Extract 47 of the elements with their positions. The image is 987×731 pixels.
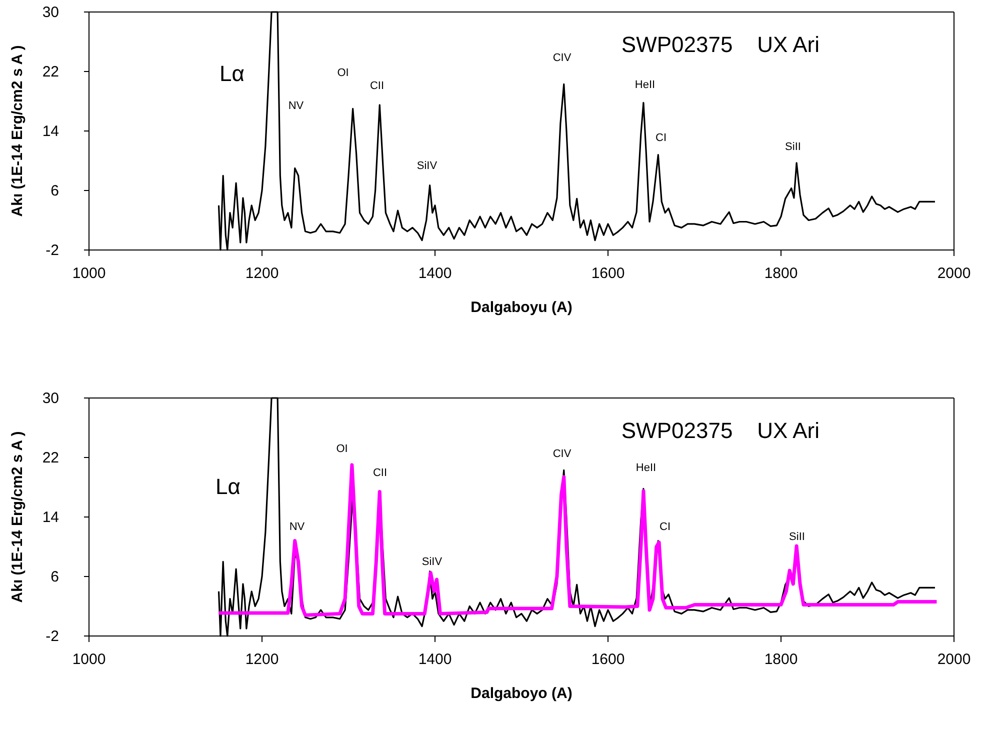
annotation: CI xyxy=(656,132,666,144)
x-tick-label: 1200 xyxy=(245,265,279,282)
y-tick-label: 22 xyxy=(42,450,59,466)
x-tick-label: 1600 xyxy=(591,265,625,282)
y-tick-label: 30 xyxy=(42,390,59,407)
x-tick-label: 1200 xyxy=(245,651,279,668)
y-tick-label: 6 xyxy=(50,568,59,586)
annotation: OI xyxy=(337,66,349,79)
annotation: HeII xyxy=(634,78,656,91)
y-axis-title: Akı (1E-14 Erg/cm2 s A ) xyxy=(9,45,26,217)
y-tick-label: 30 xyxy=(42,4,59,21)
x-tick-label: 1800 xyxy=(764,651,798,668)
annotation: OI xyxy=(336,442,348,455)
annotation: HeII xyxy=(636,462,656,474)
annotation: NV xyxy=(289,520,306,533)
annotation: SiII xyxy=(785,140,801,153)
x-axis-title: Dalgaboyo (A) xyxy=(470,685,572,702)
annotation: SiIV xyxy=(422,556,443,568)
x-tick-label: 1800 xyxy=(764,265,798,282)
annotation: CIV xyxy=(552,52,572,64)
y-tick-label: 14 xyxy=(42,123,59,140)
annotation: SiII xyxy=(789,530,805,543)
x-tick-label: 1000 xyxy=(72,651,106,668)
y-tick-label: -2 xyxy=(46,628,59,645)
text: SWP02375 UX Ari xyxy=(621,418,820,443)
annotation: CII xyxy=(370,80,384,92)
y-axis-title: Akı (1E-14 Erg/cm2 s A ) xyxy=(9,431,26,603)
y-tick-label: -2 xyxy=(46,242,59,259)
y-tick-label: 14 xyxy=(42,509,59,526)
x-tick-label: 1000 xyxy=(72,265,106,282)
annotation: Lα xyxy=(216,474,241,499)
text: SWP02375 UX Ari xyxy=(621,32,820,57)
line-series xyxy=(217,463,938,617)
annotation: NV xyxy=(288,100,304,112)
y-tick-label: 6 xyxy=(50,182,59,200)
annotation: SiIV xyxy=(416,160,438,172)
x-axis-title: Dalgaboyu (A) xyxy=(470,299,572,316)
annotation: Lα xyxy=(220,60,245,86)
y-tick-label: 22 xyxy=(42,64,59,80)
x-tick-label: 1600 xyxy=(591,651,625,668)
annotation: CI xyxy=(660,520,670,533)
x-tick-label: 2000 xyxy=(937,265,971,282)
x-tick-label: 2000 xyxy=(937,651,971,668)
x-tick-label: 1400 xyxy=(418,265,452,282)
annotation: CII xyxy=(372,466,388,479)
x-tick-label: 1400 xyxy=(418,651,452,668)
annotation: CIV xyxy=(552,448,572,460)
